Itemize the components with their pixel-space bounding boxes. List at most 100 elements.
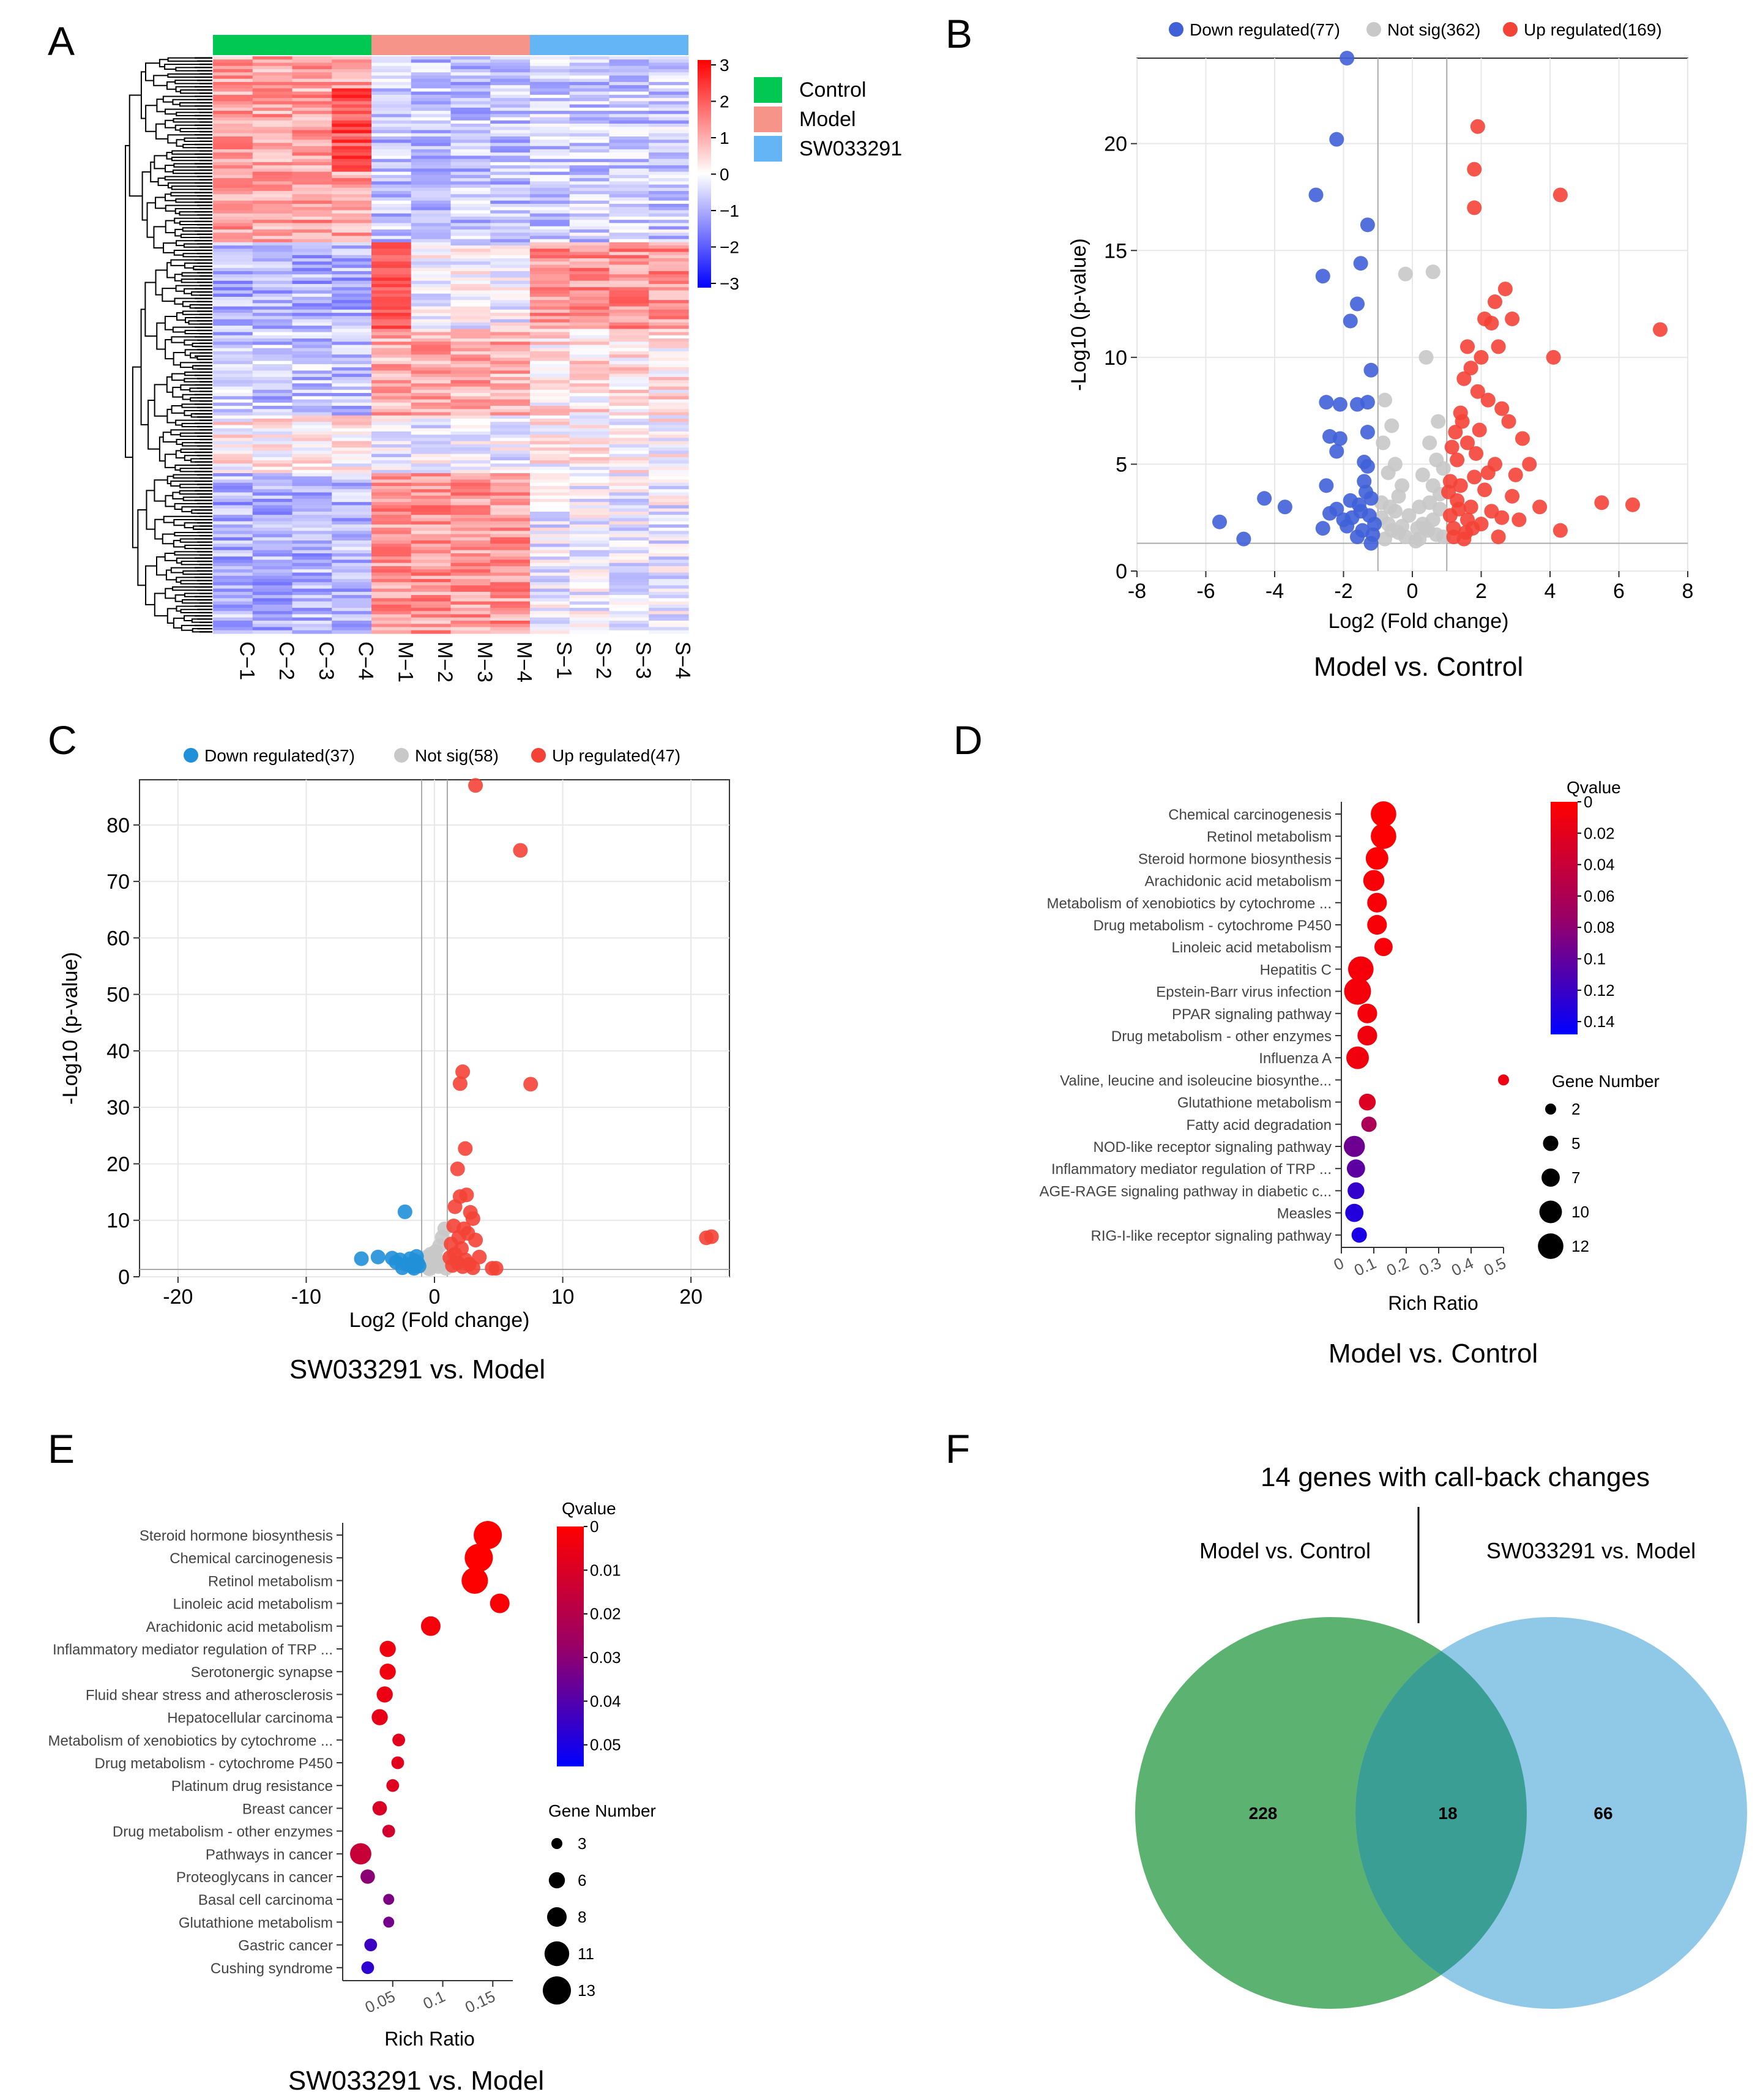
heatmap-cell [292, 608, 332, 611]
heatmap-cell [371, 207, 412, 211]
heatmap-cell [292, 319, 332, 323]
heatmap-cell [371, 393, 412, 397]
heatmap-cell [292, 457, 332, 461]
heatmap-cell [332, 422, 372, 426]
heatmap-cell [292, 418, 332, 422]
heatmap-cell [332, 361, 372, 365]
heatmap-cell [649, 258, 689, 262]
heatmap-cell [411, 588, 452, 592]
heatmap-cell [530, 300, 570, 304]
heatmap-cell [450, 287, 491, 291]
heatmap-cell [411, 229, 452, 233]
heatmap-cell [371, 124, 412, 127]
heatmap-cell [530, 354, 570, 359]
heatmap-cell [411, 627, 452, 631]
heatmap-cell [371, 575, 412, 580]
heatmap-cell [530, 293, 570, 297]
heatmap-cell [530, 306, 570, 310]
heatmap-cell [213, 364, 253, 368]
term-point [1357, 1003, 1377, 1023]
point-down [389, 1255, 404, 1270]
heatmap-cell [609, 486, 649, 490]
heatmap-cell [411, 127, 452, 131]
dendrogram-branch [165, 193, 176, 201]
heatmap-cell [569, 630, 610, 634]
heatmap-cell [490, 511, 531, 515]
heatmap-cell [649, 608, 689, 611]
heatmap-cell [649, 306, 689, 310]
heatmap-cell [609, 595, 649, 599]
heatmap-cell [450, 588, 491, 592]
heatmap-cell [569, 582, 610, 586]
point-down [1319, 478, 1334, 493]
heatmap-cell [609, 229, 649, 233]
size-legend-dot [1539, 1200, 1562, 1224]
heatmap-cell [252, 59, 293, 64]
heatmap-cell [213, 534, 253, 538]
heatmap-cell [292, 492, 332, 496]
heatmap-cell [252, 75, 293, 80]
heatmap-cell [530, 540, 570, 544]
heatmap-cell [609, 422, 649, 426]
heatmap-cell [609, 313, 649, 316]
heatmap-cell [371, 280, 412, 285]
heatmap-cell [569, 425, 610, 429]
heatmap-cell [490, 373, 531, 378]
heatmap-cell [609, 283, 649, 288]
heatmap-cell [569, 409, 610, 413]
heatmap-cell [252, 608, 293, 611]
heatmap-cell [411, 540, 452, 544]
dendrogram-branch [181, 272, 209, 277]
heatmap-cell [292, 572, 332, 577]
heatmap-cell [411, 162, 452, 166]
heatmap-cell [649, 226, 689, 230]
dendrogram-branch [174, 531, 211, 537]
heatmap-cell [213, 72, 253, 77]
heatmap-cell [649, 559, 689, 564]
heatmap-cell [649, 425, 689, 429]
heatmap-cell [649, 143, 689, 147]
heatmap-cell [371, 245, 412, 249]
heatmap-cell [292, 460, 332, 464]
heatmap-cell [450, 223, 491, 227]
size-legend-label: 8 [578, 1908, 586, 1926]
heatmap-cell [411, 389, 452, 394]
heatmap-cell [411, 277, 452, 282]
heatmap-cell [332, 342, 372, 346]
heatmap-cell [252, 498, 293, 503]
heatmap-cell [371, 361, 412, 365]
legend-label-up: Up regulated(47) [552, 746, 680, 765]
heatmap-cell [649, 159, 689, 163]
heatmap-cell [411, 386, 452, 390]
heatmap-cell [530, 242, 570, 246]
heatmap-cell [649, 94, 689, 99]
heatmap-cell [450, 511, 491, 515]
heatmap-cell [332, 601, 372, 605]
heatmap-cell [292, 383, 332, 387]
heatmap-cell [371, 380, 412, 384]
heatmap-cell [213, 319, 253, 323]
heatmap-cell [609, 357, 649, 362]
heatmap-cell [490, 547, 531, 551]
point-up [1625, 497, 1640, 512]
heatmap-cell [649, 508, 689, 512]
heatmap-cell [332, 85, 372, 89]
heatmap-cell [649, 604, 689, 608]
dendrogram-branch [163, 515, 209, 523]
heatmap-cell [649, 588, 689, 592]
term-point [474, 1521, 502, 1549]
heatmap-cell [252, 303, 293, 307]
heatmap-cell [490, 376, 531, 381]
heatmap-cell [411, 223, 452, 227]
heatmap-cell [332, 595, 372, 599]
heatmap-cell [252, 274, 293, 278]
scale-tick-label: −2 [720, 238, 739, 257]
heatmap-cell [490, 65, 531, 70]
heatmap-cell [450, 454, 491, 458]
heatmap-cell [450, 216, 491, 220]
heatmap-cell [569, 569, 610, 574]
heatmap-cell [490, 528, 531, 531]
heatmap-cell [490, 75, 531, 80]
heatmap-cell [569, 502, 610, 506]
heatmap-cell [371, 537, 412, 541]
